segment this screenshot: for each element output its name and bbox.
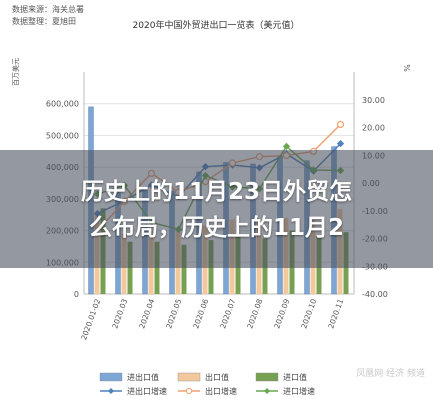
x-tick-label: 2020.09 xyxy=(272,297,291,329)
left-axis-unit: 百万美元 xyxy=(11,58,20,86)
right-axis-unit: % xyxy=(402,64,411,72)
source-line: 数据来源：海关总署 xyxy=(12,4,84,14)
right-tick-label: -40.00 xyxy=(362,290,388,299)
legend-label: 出口增速 xyxy=(205,386,237,396)
x-tick-label: 2020.03 xyxy=(110,297,129,329)
legend-swatch xyxy=(99,372,123,382)
legend-marker xyxy=(264,388,270,394)
point-进出口增速 xyxy=(336,139,345,148)
left-tick-label: 0 xyxy=(74,290,79,299)
x-tick-label: 2020.10 xyxy=(299,297,318,329)
legend-swatch xyxy=(177,372,201,382)
x-tick-label: 2020.08 xyxy=(245,297,264,329)
x-tick-label: 2020.06 xyxy=(191,297,210,329)
headline-line-1: 历史上的11月23日外贸怎 xyxy=(80,179,352,205)
chart-title: 2020年中国外贸进出口一览表（美元值） xyxy=(133,19,300,31)
right-tick-label: 20.00 xyxy=(362,124,385,133)
watermark: 凤凰网 经济 频道 xyxy=(356,367,425,379)
x-tick-label: 2020.07 xyxy=(218,297,237,329)
legend-label: 进出口值 xyxy=(127,372,159,382)
x-tick-label: 2020.11 xyxy=(326,297,345,329)
legend-label: 出口值 xyxy=(205,372,229,382)
legend-label: 进口增速 xyxy=(283,386,315,396)
legend-swatch xyxy=(255,372,279,382)
left-tick-label: 500,000 xyxy=(46,131,79,140)
legend-marker xyxy=(108,388,114,394)
legend-marker xyxy=(185,387,193,395)
legend-label: 进口值 xyxy=(283,372,307,382)
x-tick-label: 2020.05 xyxy=(164,297,183,329)
source-line: 数据整理：夏旭田 xyxy=(12,16,76,26)
headline-line-2: 么布局，历史上的11月2 xyxy=(88,215,344,241)
point-进口增速 xyxy=(282,142,291,150)
point-出口增速 xyxy=(336,120,345,129)
x-tick-label: 2020.01-02 xyxy=(79,297,102,341)
bar-进口值 xyxy=(181,244,187,294)
x-tick-label: 2020.04 xyxy=(137,297,156,329)
legend-label: 进出口增速 xyxy=(127,386,167,396)
left-tick-label: 600,000 xyxy=(46,100,79,109)
headline-overlay xyxy=(0,150,433,268)
right-tick-label: 30.00 xyxy=(362,96,385,105)
